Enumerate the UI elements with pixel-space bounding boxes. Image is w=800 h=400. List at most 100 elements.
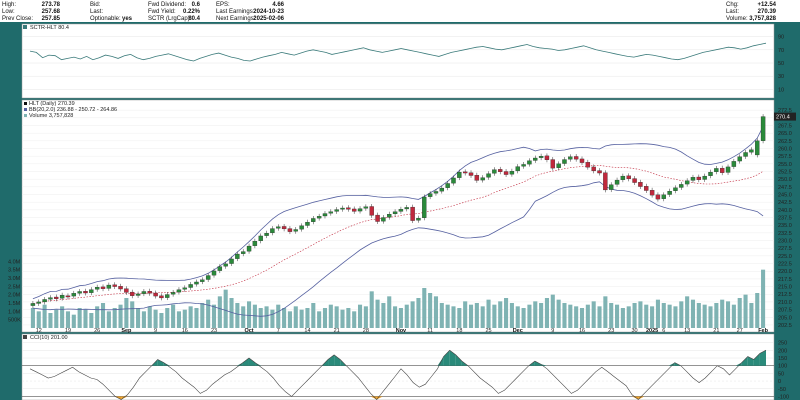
volume-bar — [71, 314, 76, 328]
volume-bar — [650, 306, 655, 328]
volume-bar — [264, 306, 269, 328]
volume-bar — [690, 299, 696, 328]
candle-body — [100, 286, 106, 289]
candle-body — [264, 233, 269, 236]
volume-bar — [632, 303, 637, 328]
legend-swatch — [23, 25, 27, 29]
cci-fill-pos — [255, 362, 262, 366]
volume-bar — [270, 309, 275, 328]
volume-bar — [357, 304, 363, 328]
volume-bar — [439, 303, 444, 328]
volume-bar — [539, 303, 544, 328]
volume-bar — [451, 306, 456, 328]
volume-tick-label: 3.5M — [8, 268, 21, 274]
candle-body — [235, 253, 240, 259]
volume-bar — [504, 298, 509, 328]
cci-fill-pos — [328, 354, 335, 366]
candle-body — [591, 166, 596, 172]
cci-fill-neg — [632, 396, 639, 400]
y-tick-label: 232.5 — [778, 231, 792, 237]
candle-body — [334, 209, 339, 212]
volume-bar — [334, 306, 339, 328]
cci-fill-pos — [759, 350, 766, 366]
volume-bar — [206, 299, 211, 328]
x-tick-label: Sep — [121, 328, 132, 334]
volume-bar — [54, 309, 59, 328]
candle-body — [305, 221, 310, 226]
candle-body — [135, 293, 141, 296]
candle-body — [112, 284, 117, 287]
volume-bar — [305, 308, 310, 328]
volume-bar — [194, 308, 199, 328]
y-tick-label: 252.5 — [778, 170, 792, 176]
candle-body — [252, 241, 258, 246]
candle-body — [457, 171, 462, 178]
volume-bar — [95, 306, 100, 328]
candle-body — [130, 291, 135, 296]
candle-body — [147, 291, 152, 294]
y-tick-label: 227.5 — [778, 246, 792, 252]
header-value: 4.66 — [272, 2, 284, 8]
y-tick-label: 242.5 — [778, 200, 792, 206]
cci-fill-pos — [449, 350, 456, 366]
x-tick-label: 16 — [579, 328, 585, 334]
candle-body — [486, 173, 491, 178]
volume-bar — [188, 306, 193, 328]
candle-body — [614, 179, 620, 185]
volume-bar — [620, 308, 625, 328]
volume-bar — [136, 308, 141, 328]
candle-body — [165, 294, 170, 298]
cci-fill-pos — [668, 362, 675, 366]
candle-body — [54, 296, 59, 299]
volume-bar — [673, 306, 678, 328]
candle-body — [381, 217, 386, 222]
y-tick-label: -100 — [778, 394, 789, 400]
price-legend: Volume 3,757,828 — [29, 113, 73, 119]
header-value: 2025-02-06 — [253, 16, 284, 22]
volume-bar — [685, 296, 690, 328]
x-tick-label: 7 — [277, 328, 280, 334]
volume-bar — [667, 304, 672, 328]
candle-body — [451, 177, 456, 184]
candle-body — [533, 157, 538, 161]
volume-bar — [679, 301, 684, 328]
volume-bar — [159, 313, 164, 328]
y-tick-label: 215.0 — [778, 285, 792, 291]
volume-tick-label: 2.0M — [8, 293, 21, 299]
header-value: 0.22% — [183, 9, 201, 15]
y-tick-label: 207.5 — [778, 308, 792, 314]
candle-body — [538, 156, 544, 158]
volume-bar — [223, 289, 228, 328]
y-tick-label: 230.0 — [778, 239, 792, 245]
volume-bar — [468, 304, 474, 328]
volume-bar — [293, 306, 298, 328]
candle-body — [427, 193, 433, 197]
x-tick-label: 16 — [182, 328, 188, 334]
y-tick-label: 200 — [778, 348, 787, 354]
volume-bar — [352, 311, 357, 328]
volume-bar — [544, 298, 549, 328]
candle-body — [725, 166, 731, 173]
candle-body — [316, 216, 322, 219]
header-label: High: — [2, 2, 16, 8]
candle-body — [579, 158, 585, 163]
candle-body — [287, 228, 293, 232]
candle-body — [357, 208, 363, 212]
candle-body — [708, 171, 713, 176]
header-label: Last Earnings: — [216, 9, 255, 15]
volume-bar — [527, 304, 532, 328]
candle-body — [743, 152, 748, 157]
y-tick-label: 0 — [778, 379, 781, 385]
x-tick-label: Dec — [513, 328, 523, 334]
header-label: Last: — [90, 9, 103, 15]
volume-bar — [486, 299, 491, 328]
x-tick-label: 28 — [363, 328, 369, 334]
header-value: 3,757,828 — [749, 16, 776, 22]
y-tick-label: 237.5 — [778, 216, 792, 222]
volume-bar — [42, 304, 47, 328]
cci-fill-pos — [534, 361, 541, 366]
volume-bar — [480, 306, 485, 328]
volume-bar — [36, 311, 41, 328]
x-tick-label: 21 — [334, 328, 340, 334]
